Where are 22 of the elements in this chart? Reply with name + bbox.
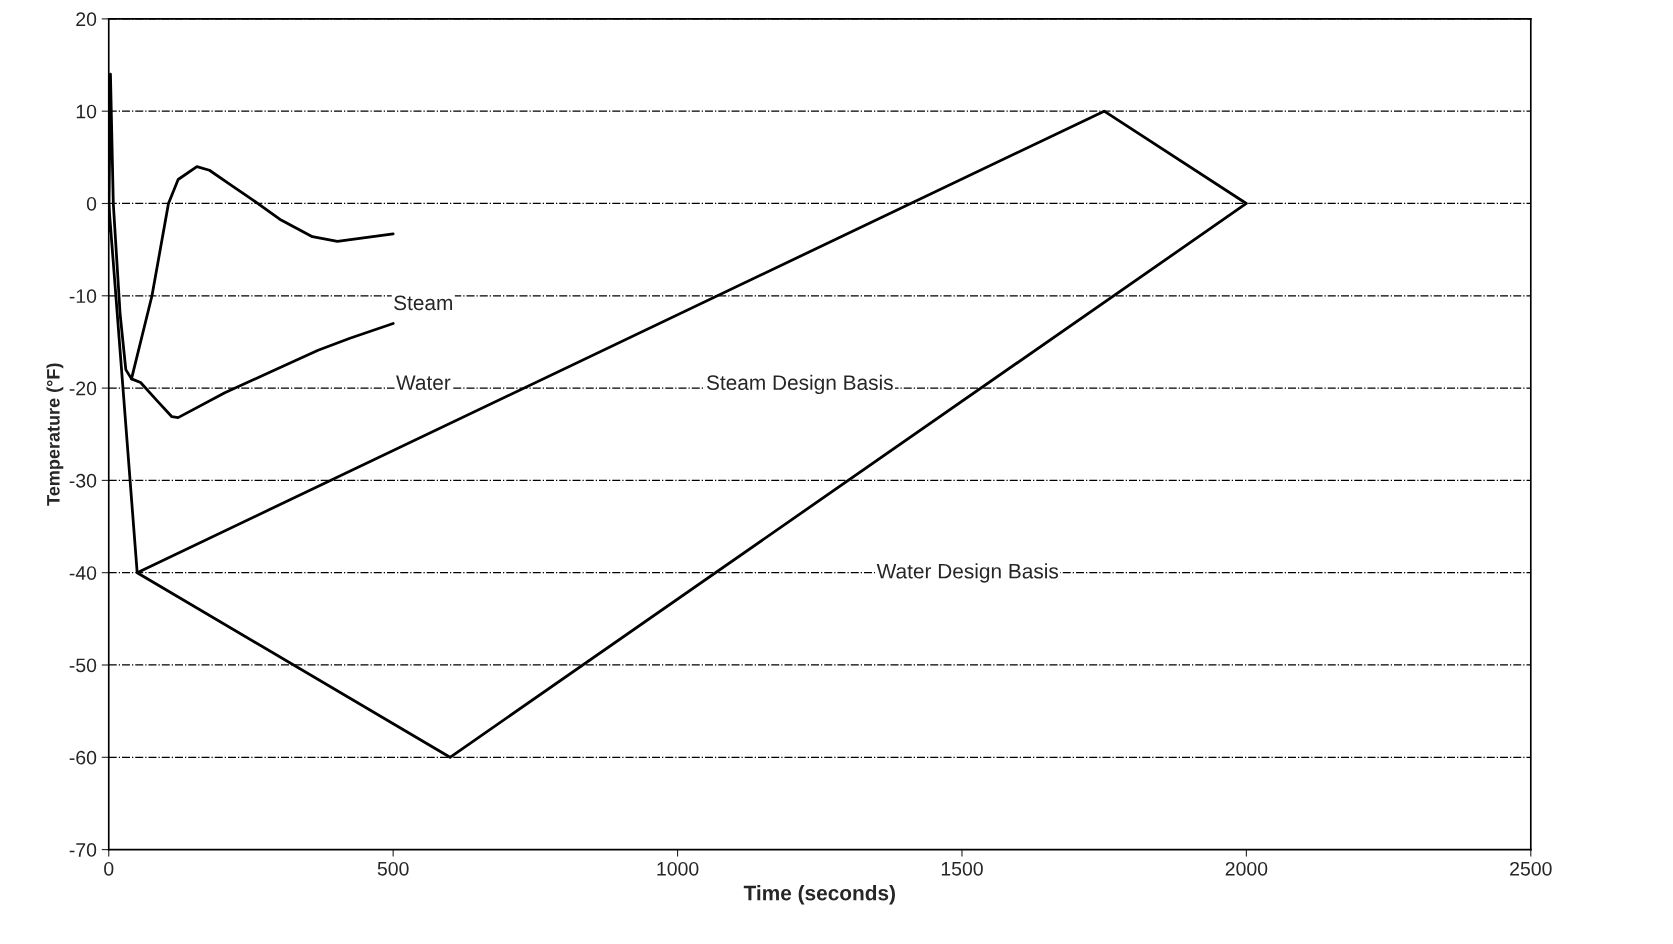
y-tick-label: -50 (69, 658, 97, 673)
y-tick-label: -10 (69, 289, 97, 304)
y-tick-label: 0 (86, 196, 97, 211)
x-tick-label: 1500 (941, 861, 983, 876)
x-tick-label: 0 (104, 861, 114, 876)
annotation: Water (396, 375, 451, 390)
y-tick-label: -60 (69, 750, 97, 765)
y-tick-label: -70 (69, 843, 97, 857)
x-tick-label: 500 (377, 861, 409, 876)
annotation: Water Design Basis (876, 563, 1059, 583)
x-axis-title: Time (seconds) (743, 885, 895, 905)
annotation: Steam (394, 295, 452, 311)
y-axis-title: Temperature (°F) (46, 363, 64, 506)
y-tick-label: -30 (69, 473, 97, 488)
x-tick-label: 2000 (1225, 861, 1268, 876)
y-tick-label: 20 (76, 12, 97, 27)
x-tick-label: 1000 (657, 861, 699, 876)
y-tick-label: -20 (69, 381, 97, 396)
annotation: Steam Design Basis (706, 374, 893, 395)
y-tick-label: 10 (76, 104, 97, 119)
x-tick-label: 2500 (1510, 861, 1552, 876)
y-tick-label: -40 (69, 566, 97, 580)
